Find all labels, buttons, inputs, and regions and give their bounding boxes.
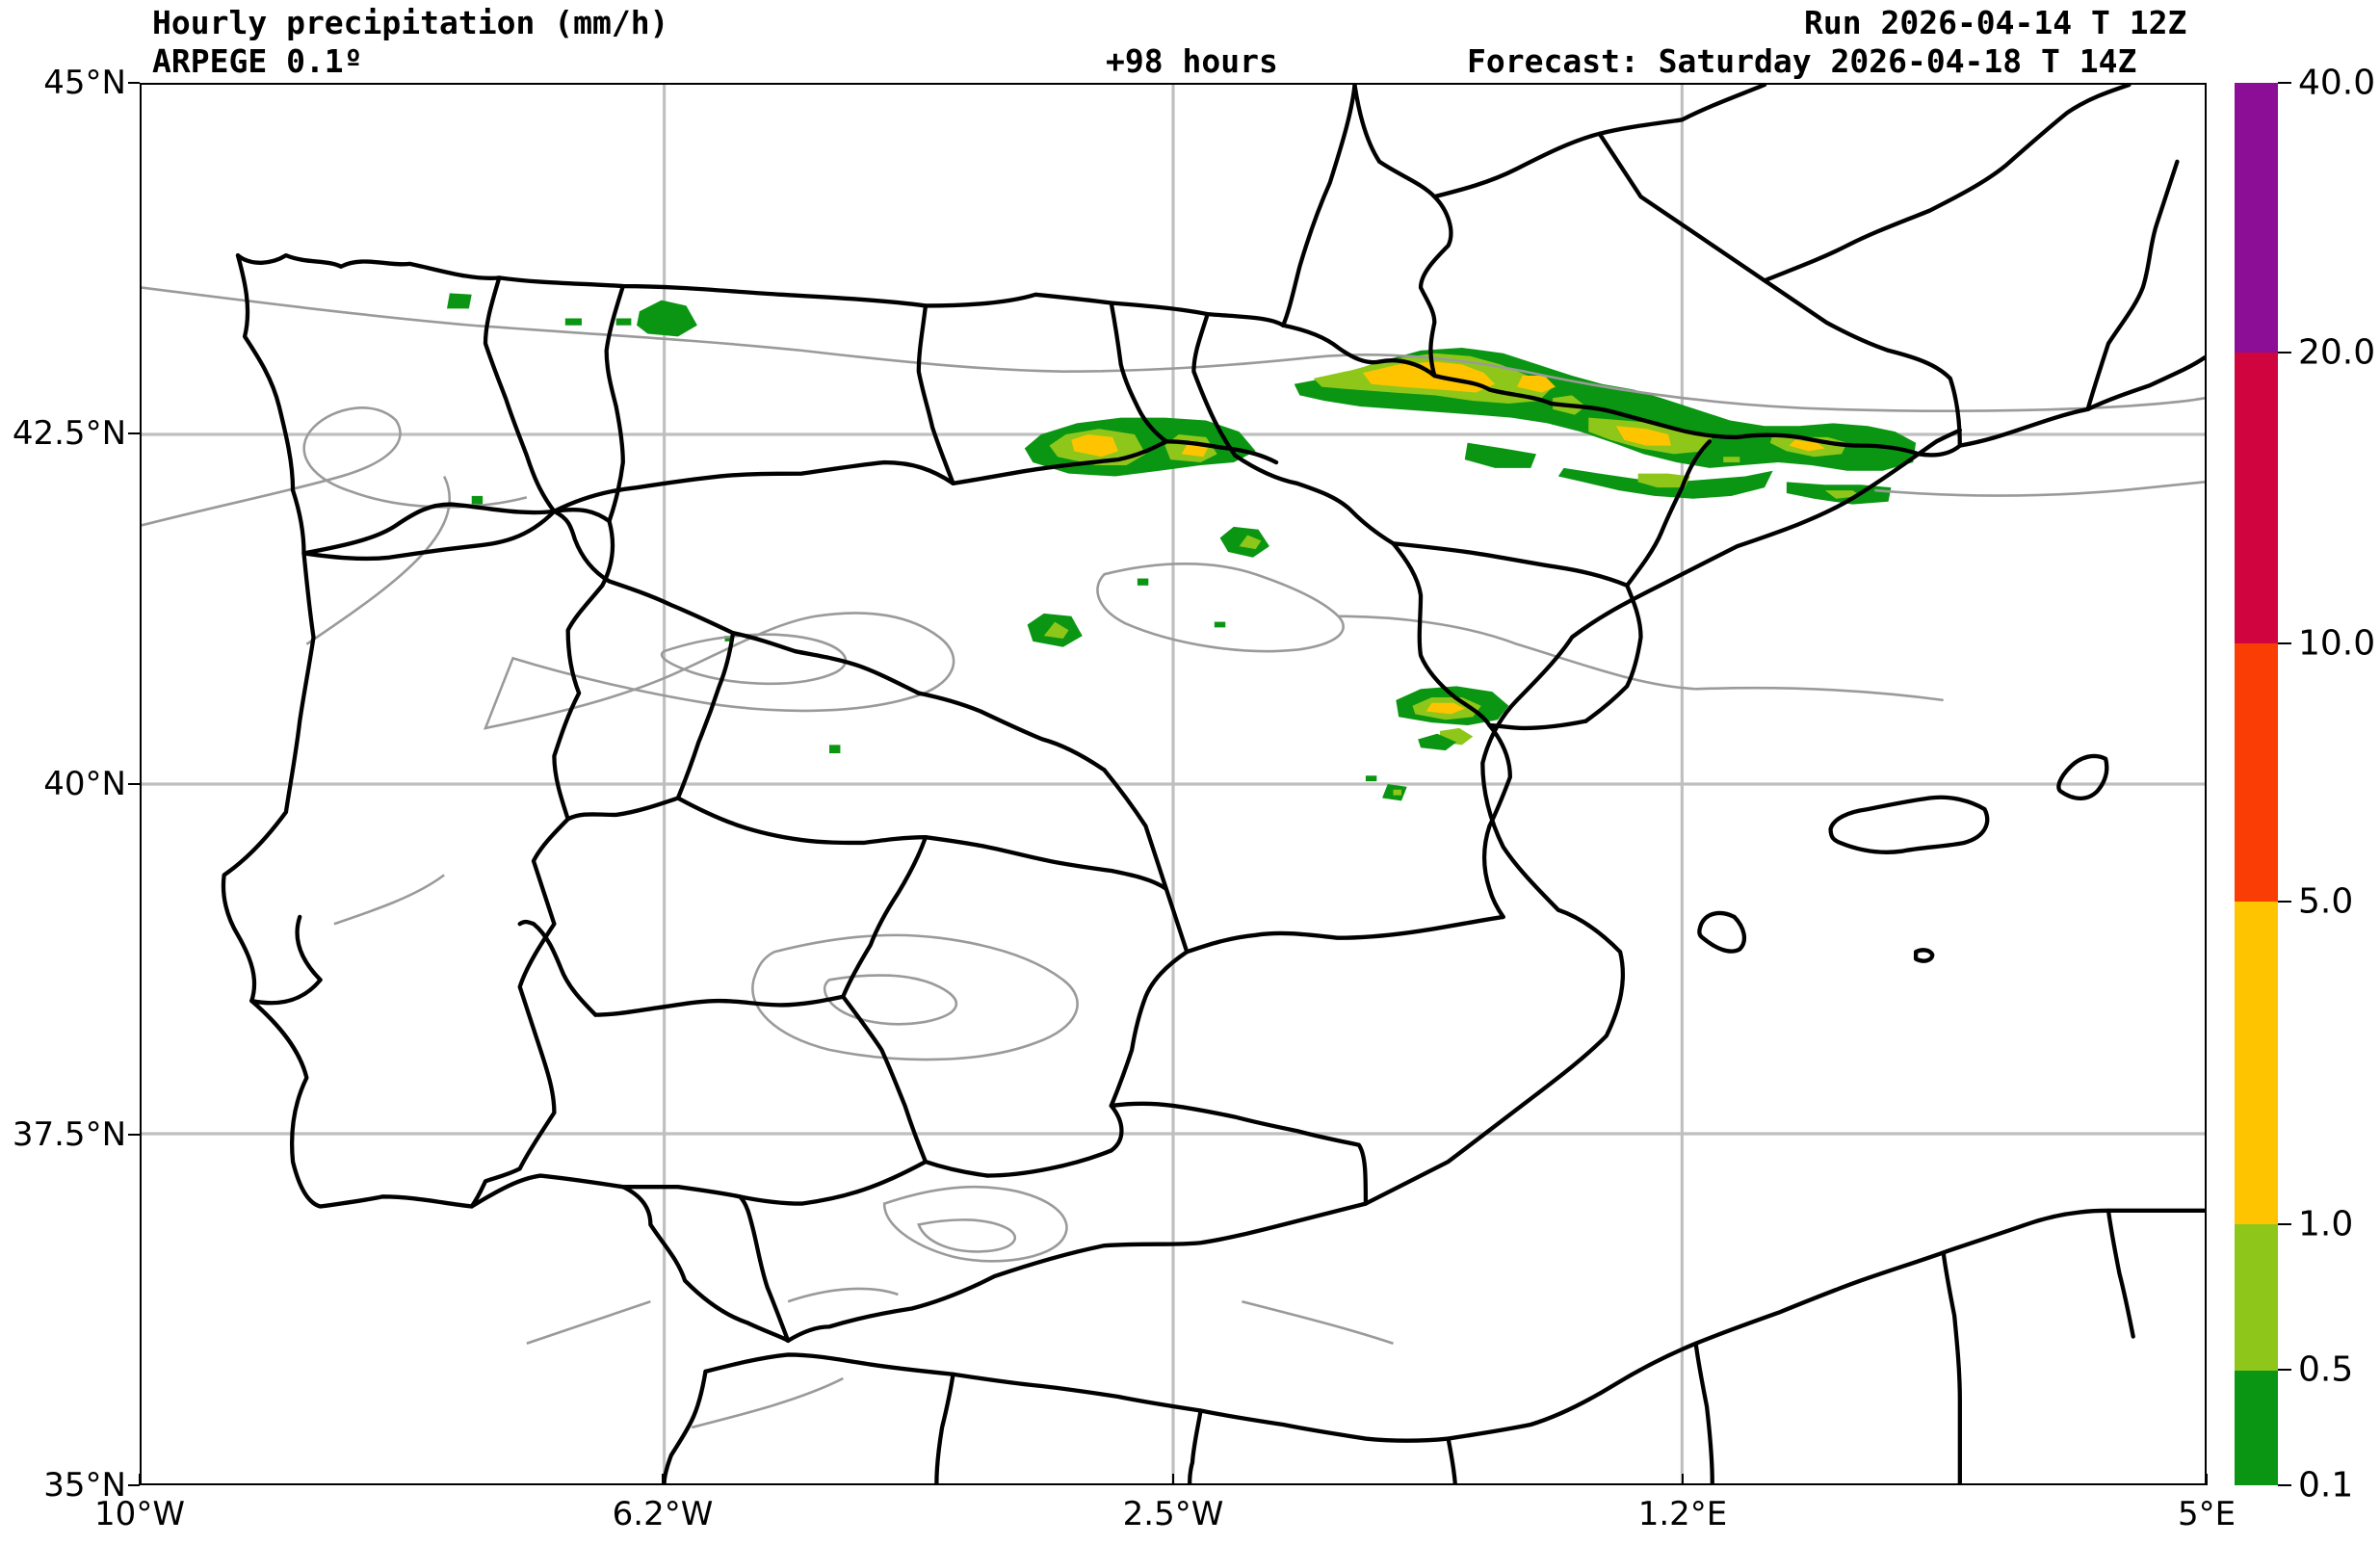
colorbar-tickmark-1 bbox=[2278, 1223, 2291, 1225]
run-datetime-label: Run 2026-04-14 T 12Z bbox=[1804, 4, 2187, 41]
model-label: ARPEGE 0.1º bbox=[152, 42, 363, 80]
colorbar-tickmark-5 bbox=[2278, 901, 2291, 903]
colorbar-label-0-5: 0.5 bbox=[2298, 1349, 2354, 1390]
x-tick-label-6-2w: 6.2°W bbox=[612, 1495, 714, 1533]
colorbar-tickmark-20 bbox=[2278, 352, 2291, 354]
colorbar-label-10: 10.0 bbox=[2298, 623, 2376, 664]
colorbar-tickmark-0-5 bbox=[2278, 1369, 2291, 1371]
y-tickmark-40n bbox=[128, 783, 140, 785]
colorbar-label-1: 1.0 bbox=[2298, 1204, 2354, 1244]
colorbar-label-20: 20.0 bbox=[2298, 332, 2376, 373]
x-tick-label-10w: 10°W bbox=[94, 1495, 185, 1533]
x-tickmark-2-5w bbox=[1172, 1474, 1174, 1485]
lead-time-label: +98 hours bbox=[1106, 42, 1278, 80]
y-tickmark-45n bbox=[128, 82, 140, 84]
y-tick-label-42-5n: 42.5°N bbox=[12, 414, 126, 453]
isobar-layer bbox=[142, 286, 2205, 1429]
colorbar-segment-0.5-1 bbox=[2235, 1224, 2278, 1371]
colorbar-label-40: 40.0 bbox=[2298, 63, 2376, 103]
colorbar-segment-0.1-0.5 bbox=[2235, 1370, 2278, 1485]
y-tickmark-37-5n bbox=[128, 1134, 140, 1136]
colorbar-tickmark-10 bbox=[2278, 642, 2291, 644]
colorbar-segment-1-5 bbox=[2235, 902, 2278, 1225]
x-tickmark-10w bbox=[139, 1474, 141, 1485]
map-plot-area: 1020 1016 1016 1016 1016 1016 1016 1016 … bbox=[140, 83, 2207, 1485]
colorbar-tickmark-0-1 bbox=[2278, 1484, 2291, 1486]
forecast-datetime-label: Forecast: Saturday 2026-04-18 T 14Z bbox=[1467, 42, 2137, 80]
colorbar-tickmark-40 bbox=[2278, 82, 2291, 84]
precipitation-colorbar bbox=[2235, 83, 2278, 1485]
colorbar-segment-20-40 bbox=[2235, 83, 2278, 353]
colorbar-label-5: 5.0 bbox=[2298, 881, 2354, 922]
x-tickmark-5e bbox=[2206, 1474, 2208, 1485]
colorbar-label-0-1: 0.1 bbox=[2298, 1465, 2354, 1506]
precipitation-layer bbox=[447, 293, 1917, 801]
border-layer bbox=[221, 85, 2205, 1483]
x-tick-label-2-5w: 2.5°W bbox=[1122, 1495, 1224, 1533]
x-tick-label-5e: 5°E bbox=[2177, 1495, 2236, 1533]
y-tickmark-35n bbox=[128, 1484, 140, 1486]
page-title: Hourly precipitation (mm/h) bbox=[152, 4, 669, 41]
map-canvas: 1020 1016 1016 1016 1016 1016 1016 1016 … bbox=[142, 85, 2205, 1483]
y-tick-label-37-5n: 37.5°N bbox=[12, 1115, 126, 1154]
colorbar-segment-10-20 bbox=[2235, 352, 2278, 644]
y-tick-label-40n: 40°N bbox=[43, 765, 126, 803]
colorbar-segment-5-10 bbox=[2235, 643, 2278, 903]
y-tickmark-42-5n bbox=[128, 432, 140, 434]
x-tickmark-6-2w bbox=[662, 1474, 664, 1485]
y-tick-label-35n: 35°N bbox=[43, 1466, 126, 1505]
x-tick-label-1-2e: 1.2°E bbox=[1637, 1495, 1728, 1533]
x-tickmark-1-2e bbox=[1682, 1474, 1684, 1485]
y-tick-label-45n: 45°N bbox=[43, 64, 126, 102]
